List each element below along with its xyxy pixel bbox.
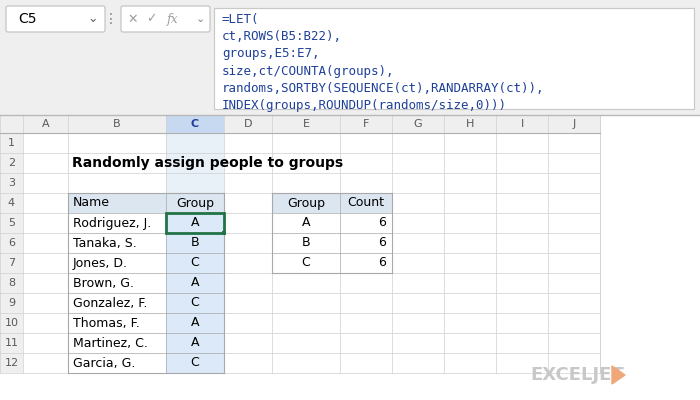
FancyBboxPatch shape <box>166 293 224 313</box>
Text: G: G <box>414 119 422 129</box>
Text: J: J <box>573 119 575 129</box>
FancyBboxPatch shape <box>68 353 166 373</box>
Polygon shape <box>612 366 625 384</box>
Text: Thomas, F.: Thomas, F. <box>73 316 140 330</box>
Text: 3: 3 <box>8 178 15 188</box>
Text: 5: 5 <box>8 218 15 228</box>
Text: Garcia, G.: Garcia, G. <box>73 356 135 370</box>
Text: Randomly assign people to groups: Randomly assign people to groups <box>72 156 343 170</box>
Text: 6: 6 <box>378 236 386 250</box>
Text: 4: 4 <box>8 198 15 208</box>
Text: size,ct/COUNTA(groups),: size,ct/COUNTA(groups), <box>222 64 395 78</box>
Text: ✕: ✕ <box>127 12 139 26</box>
Text: 6: 6 <box>378 256 386 270</box>
Text: =LET(: =LET( <box>222 14 260 26</box>
FancyBboxPatch shape <box>340 193 392 213</box>
Text: C: C <box>191 119 199 129</box>
FancyBboxPatch shape <box>272 193 340 213</box>
FancyBboxPatch shape <box>68 293 166 313</box>
Text: Group: Group <box>287 196 325 210</box>
Text: ✓: ✓ <box>146 12 156 26</box>
Text: Rodriguez, J.: Rodriguez, J. <box>73 216 151 230</box>
Text: A: A <box>190 276 199 290</box>
Text: Martinez, C.: Martinez, C. <box>73 336 148 350</box>
FancyBboxPatch shape <box>68 193 166 213</box>
Text: ct,ROWS(B5:B22),: ct,ROWS(B5:B22), <box>222 30 342 44</box>
FancyBboxPatch shape <box>23 133 600 373</box>
Text: H: H <box>466 119 474 129</box>
Text: A: A <box>190 316 199 330</box>
FancyBboxPatch shape <box>166 213 224 233</box>
FancyBboxPatch shape <box>68 253 166 273</box>
Text: C: C <box>190 256 199 270</box>
FancyBboxPatch shape <box>68 333 166 353</box>
FancyBboxPatch shape <box>0 115 600 373</box>
Text: Name: Name <box>73 196 110 210</box>
Text: 6: 6 <box>378 216 386 230</box>
Text: 7: 7 <box>8 258 15 268</box>
Text: E: E <box>302 119 309 129</box>
Text: groups,E5:E7,: groups,E5:E7, <box>222 48 319 60</box>
Text: Count: Count <box>347 196 384 210</box>
Text: ⌄: ⌄ <box>195 14 204 24</box>
Text: C: C <box>190 296 199 310</box>
Text: C5: C5 <box>18 12 36 26</box>
Text: 11: 11 <box>4 338 18 348</box>
Text: A: A <box>190 336 199 350</box>
Text: F: F <box>363 119 369 129</box>
FancyBboxPatch shape <box>340 213 392 233</box>
Text: 8: 8 <box>8 278 15 288</box>
FancyBboxPatch shape <box>340 253 392 273</box>
FancyBboxPatch shape <box>68 213 166 233</box>
Text: C: C <box>190 356 199 370</box>
Text: fx: fx <box>167 12 178 26</box>
Text: D: D <box>244 119 252 129</box>
Text: ⋮: ⋮ <box>104 12 118 26</box>
Text: Group: Group <box>176 196 214 210</box>
Text: I: I <box>520 119 524 129</box>
Text: C: C <box>302 256 310 270</box>
Text: 9: 9 <box>8 298 15 308</box>
Text: 2: 2 <box>8 158 15 168</box>
FancyBboxPatch shape <box>0 0 700 115</box>
Text: randoms,SORTBY(SEQUENCE(ct),RANDARRAY(ct)),: randoms,SORTBY(SEQUENCE(ct),RANDARRAY(ct… <box>222 82 545 94</box>
FancyBboxPatch shape <box>121 6 210 32</box>
Text: 12: 12 <box>4 358 19 368</box>
FancyBboxPatch shape <box>272 213 340 233</box>
FancyBboxPatch shape <box>166 253 224 273</box>
FancyBboxPatch shape <box>166 313 224 333</box>
FancyBboxPatch shape <box>214 8 694 109</box>
Text: Tanaka, S.: Tanaka, S. <box>73 236 136 250</box>
Text: A: A <box>190 216 199 230</box>
FancyBboxPatch shape <box>6 6 105 32</box>
FancyBboxPatch shape <box>166 115 224 133</box>
FancyBboxPatch shape <box>340 233 392 253</box>
FancyBboxPatch shape <box>68 273 166 293</box>
Text: 1: 1 <box>8 138 15 148</box>
FancyBboxPatch shape <box>272 253 340 273</box>
Text: 10: 10 <box>4 318 18 328</box>
FancyBboxPatch shape <box>272 233 340 253</box>
FancyBboxPatch shape <box>166 233 224 253</box>
FancyBboxPatch shape <box>68 313 166 333</box>
Text: A: A <box>302 216 310 230</box>
Text: Gonzalez, F.: Gonzalez, F. <box>73 296 148 310</box>
Text: EXCELJET: EXCELJET <box>530 366 624 384</box>
FancyBboxPatch shape <box>166 133 224 373</box>
Text: B: B <box>302 236 310 250</box>
Text: 6: 6 <box>8 238 15 248</box>
Text: B: B <box>113 119 121 129</box>
FancyBboxPatch shape <box>68 233 166 253</box>
FancyBboxPatch shape <box>166 353 224 373</box>
Text: A: A <box>42 119 49 129</box>
Text: ⌄: ⌄ <box>88 12 98 26</box>
FancyBboxPatch shape <box>166 333 224 353</box>
Text: B: B <box>190 236 199 250</box>
FancyBboxPatch shape <box>166 273 224 293</box>
FancyBboxPatch shape <box>166 193 224 213</box>
FancyBboxPatch shape <box>222 231 226 235</box>
Text: Jones, D.: Jones, D. <box>73 256 128 270</box>
Text: Brown, G.: Brown, G. <box>73 276 134 290</box>
Text: INDEX(groups,ROUNDUP(randoms/size,0))): INDEX(groups,ROUNDUP(randoms/size,0))) <box>222 98 507 112</box>
